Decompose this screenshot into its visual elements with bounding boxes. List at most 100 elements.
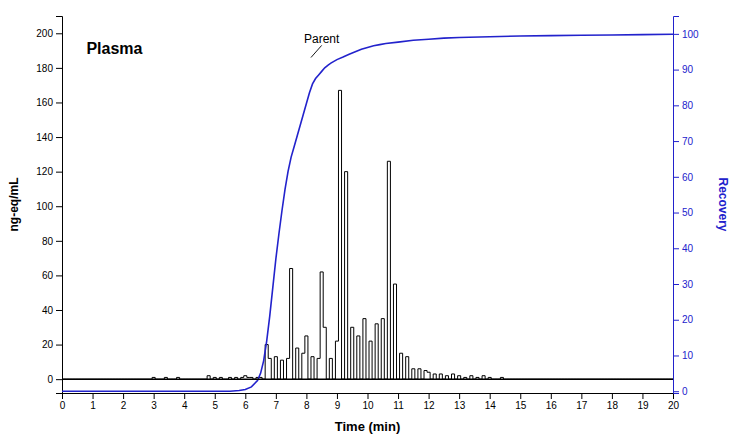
tick-label: 100 (682, 29, 699, 40)
tick-mark (56, 241, 62, 242)
tick-mark (56, 137, 62, 138)
tick-mark (520, 393, 521, 399)
tick-label: 100 (36, 201, 53, 212)
axis-line (63, 394, 674, 400)
tick: 70 (673, 136, 694, 147)
tick-mark (490, 393, 491, 399)
tick: 0 (60, 393, 66, 411)
tick: 18 (607, 393, 619, 411)
tick-mark (673, 213, 679, 214)
tick: 0 (47, 374, 62, 385)
tick: 2 (121, 393, 127, 411)
tick-label: 15 (515, 400, 527, 411)
tick-label: 7 (274, 400, 280, 411)
tick: 160 (36, 97, 62, 108)
tick: 180 (36, 63, 62, 74)
tick-mark (368, 393, 369, 399)
tick-label: 3 (151, 400, 157, 411)
tick: 13 (454, 393, 466, 411)
tick-mark (581, 393, 582, 399)
tick-mark (551, 393, 552, 399)
x-axis: 01234567891011121314151617181920 (60, 393, 680, 411)
tick-mark (337, 393, 338, 399)
annotations: PlasmaParent (86, 32, 340, 57)
tick-mark (673, 141, 679, 142)
y2-axis-title: Recovery (716, 177, 730, 231)
tick-label: 20 (682, 314, 694, 325)
tick: 100 (673, 29, 699, 40)
tick-mark (56, 345, 62, 346)
tick: 17 (576, 393, 588, 411)
axis-line (56, 17, 63, 394)
annotation: Parent (304, 32, 340, 46)
tick-label: 20 (668, 400, 680, 411)
axis-line (674, 17, 680, 394)
tick-mark (673, 320, 679, 321)
tick-label: 80 (682, 100, 694, 111)
tick-mark (245, 393, 246, 399)
tick-label: 10 (362, 400, 374, 411)
tick: 140 (36, 132, 62, 143)
tick-mark (673, 105, 679, 106)
tick: 10 (673, 350, 694, 361)
tick-mark (56, 33, 62, 34)
tick-mark (642, 393, 643, 399)
tick: 5 (212, 393, 218, 411)
tick: 8 (304, 393, 310, 411)
tick-mark (673, 248, 679, 249)
tick-mark (56, 206, 62, 207)
tick: 1 (90, 393, 96, 411)
tick-label: 50 (682, 207, 694, 218)
tick-mark (56, 275, 62, 276)
tick: 40 (673, 243, 694, 254)
tick: 16 (546, 393, 558, 411)
tick-label: 4 (182, 400, 188, 411)
tick-mark (56, 379, 62, 380)
tick-label: 17 (576, 400, 588, 411)
line (62, 34, 673, 391)
tick-label: 160 (36, 97, 53, 108)
tick: 80 (673, 100, 694, 111)
tick-label: 9 (335, 400, 341, 411)
tick-mark (673, 355, 679, 356)
tick-mark (673, 70, 679, 71)
tick-mark (673, 177, 679, 178)
tick-label: 0 (682, 386, 688, 397)
tick: 30 (673, 279, 694, 290)
tick-mark (56, 68, 62, 69)
marks (62, 34, 673, 391)
x-axis-title: Time (min) (335, 419, 401, 434)
y-axis-title: ng-eq/mL (7, 178, 21, 232)
tick: 0 (673, 386, 688, 397)
tick: 19 (637, 393, 649, 411)
y2-axis: 0102030405060708090100 (673, 17, 699, 397)
tick: 11 (393, 393, 404, 411)
tick: 14 (485, 393, 497, 411)
tick-label: 40 (42, 305, 54, 316)
tick: 6 (243, 393, 249, 411)
tick: 20 (42, 339, 62, 350)
tick-label: 180 (36, 63, 53, 74)
step-line (62, 90, 673, 379)
tick: 100 (36, 201, 62, 212)
tick: 50 (673, 207, 694, 218)
tick-mark (56, 310, 62, 311)
tick: 9 (335, 393, 341, 411)
tick-label: 200 (36, 28, 53, 39)
tick-mark (398, 393, 399, 399)
tick: 20 (673, 314, 694, 325)
tick-mark (154, 393, 155, 399)
tick-mark (56, 172, 62, 173)
tick-label: 13 (454, 400, 466, 411)
tick-mark (306, 393, 307, 399)
tick-label: 30 (682, 279, 694, 290)
tick: 80 (42, 236, 62, 247)
tick-label: 70 (682, 136, 694, 147)
chart: 0123456789101112131415161718192002040608… (0, 0, 735, 441)
tick-label: 19 (637, 400, 649, 411)
tick-label: 120 (36, 166, 53, 177)
tick-label: 60 (682, 172, 694, 183)
tick-label: 0 (47, 374, 53, 385)
tick-mark (673, 284, 679, 285)
tick-mark (429, 393, 430, 399)
